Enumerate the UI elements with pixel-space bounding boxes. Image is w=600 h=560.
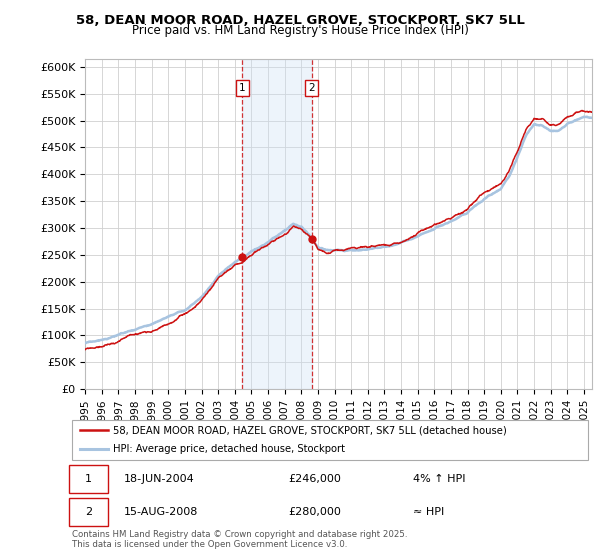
Text: 15-AUG-2008: 15-AUG-2008 (124, 507, 198, 517)
Text: £246,000: £246,000 (289, 474, 341, 484)
Text: HPI: Average price, detached house, Stockport: HPI: Average price, detached house, Stoc… (113, 444, 345, 454)
Text: 2: 2 (85, 507, 92, 517)
Text: £280,000: £280,000 (289, 507, 341, 517)
Text: 4% ↑ HPI: 4% ↑ HPI (413, 474, 465, 484)
Text: Contains HM Land Registry data © Crown copyright and database right 2025.
This d: Contains HM Land Registry data © Crown c… (72, 530, 407, 549)
Text: ≈ HPI: ≈ HPI (413, 507, 444, 517)
FancyBboxPatch shape (72, 420, 588, 460)
Text: 18-JUN-2004: 18-JUN-2004 (124, 474, 194, 484)
Text: Price paid vs. HM Land Registry's House Price Index (HPI): Price paid vs. HM Land Registry's House … (131, 24, 469, 37)
Text: 2: 2 (308, 83, 315, 94)
Text: 1: 1 (85, 474, 92, 484)
FancyBboxPatch shape (70, 465, 108, 493)
Text: 1: 1 (239, 83, 246, 94)
Text: 58, DEAN MOOR ROAD, HAZEL GROVE, STOCKPORT, SK7 5LL (detached house): 58, DEAN MOOR ROAD, HAZEL GROVE, STOCKPO… (113, 425, 507, 435)
Text: 58, DEAN MOOR ROAD, HAZEL GROVE, STOCKPORT, SK7 5LL: 58, DEAN MOOR ROAD, HAZEL GROVE, STOCKPO… (76, 14, 524, 27)
FancyBboxPatch shape (70, 498, 108, 526)
Bar (242, 59, 311, 389)
